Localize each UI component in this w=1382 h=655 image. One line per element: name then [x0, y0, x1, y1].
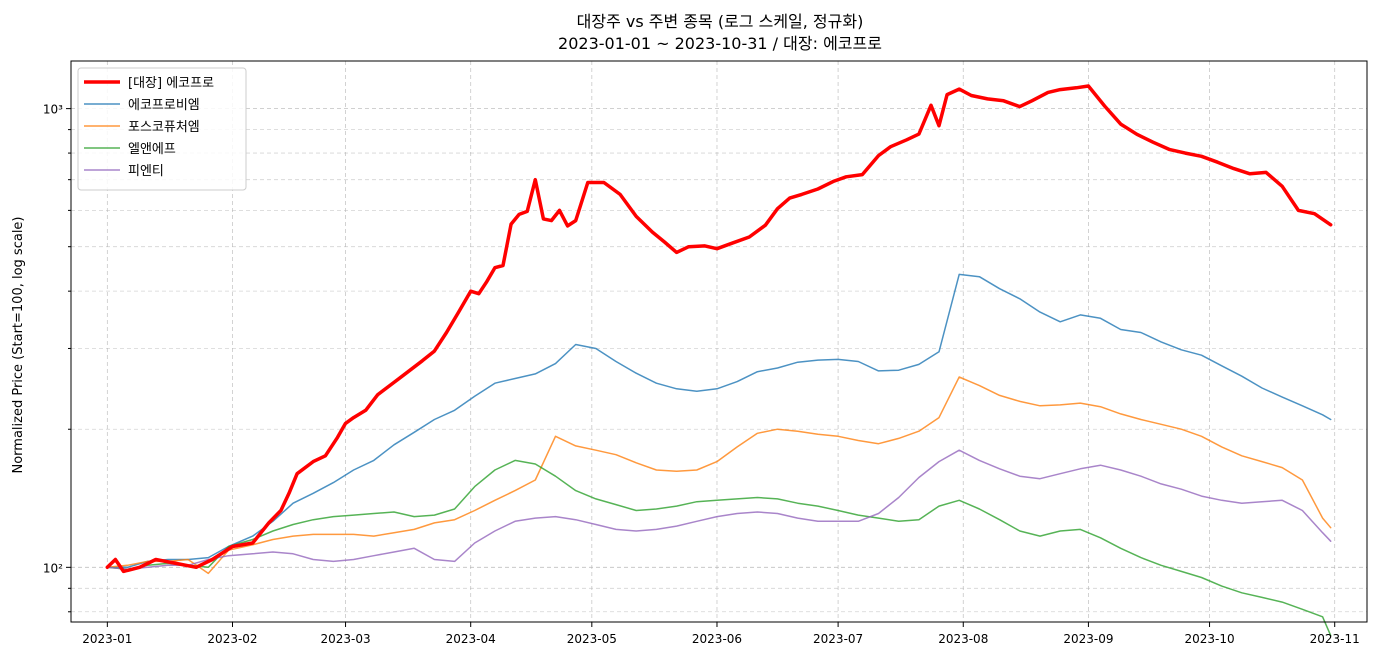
x-tick-label: 2023-02: [207, 632, 257, 646]
series-line-1: [106, 273, 1332, 569]
grid-layer: [71, 61, 1367, 622]
chart-subtitle: 2023-01-01 ~ 2023-10-31 / 대장: 에코프로: [558, 34, 882, 53]
y-tick-label: 10³: [43, 103, 63, 117]
x-tick-label: 2023-10: [1184, 632, 1234, 646]
legend-frame: [77, 67, 247, 191]
legend-label-3: 엘앤에프: [128, 142, 176, 157]
tick-layer: 2023-01 2023-02 2023-03 2023-04 2023-05 2023-…: [43, 103, 1360, 646]
x-tick-label: 2023-03: [320, 632, 370, 646]
legend-label-1: 에코프로비엠: [128, 98, 200, 113]
x-tick-label: 2023-05: [567, 632, 617, 646]
series-line-3: [106, 459, 1332, 637]
x-tick-label: 2023-11: [1310, 632, 1360, 646]
legend-label-4: 피엔티: [128, 164, 164, 179]
series-line-2: [106, 376, 1332, 575]
chart-title: 대장주 vs 주변 종목 (로그 스케일, 정규화): [577, 12, 864, 31]
series-line-4: [106, 449, 1332, 571]
x-tick-label: 2023-06: [692, 632, 742, 646]
y-tick-label: 10²: [43, 561, 63, 575]
series-layer: [105, 84, 1333, 637]
x-tick-label: 2023-09: [1063, 632, 1113, 646]
x-tick-label: 2023-08: [938, 632, 988, 646]
plot-area-frame: [70, 60, 1368, 623]
legend-label-0: [대장] 에코프로: [128, 76, 214, 91]
legend-label-2: 포스코퓨처엠: [128, 120, 200, 135]
series-line-0: [105, 84, 1333, 574]
x-tick-label: 2023-04: [446, 632, 496, 646]
x-tick-label: 2023-07: [813, 632, 863, 646]
x-tick-label: 2023-01: [82, 632, 132, 646]
y-axis-label: Normalized Price (Start=100, log scale): [11, 216, 26, 473]
